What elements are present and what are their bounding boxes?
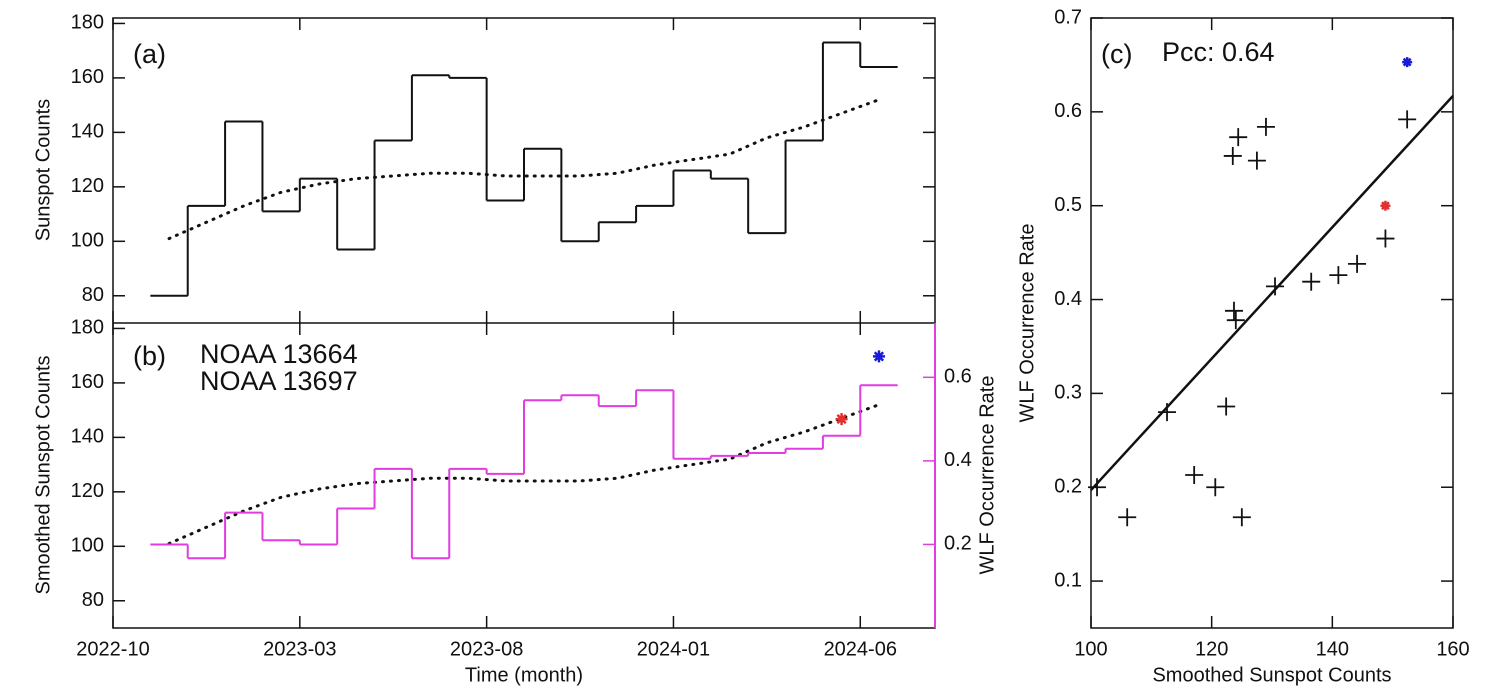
step-riser [186, 42, 862, 296]
event-marker [872, 350, 885, 363]
y-tick-label: 180 [71, 317, 104, 339]
x-tick-label: 120 [1195, 638, 1228, 660]
y-tick-label: 80 [82, 589, 104, 611]
y-tick-label: 0.3 [1054, 382, 1082, 404]
x-axis-label: Smoothed Sunspot Counts [1152, 664, 1391, 686]
scatter-point [1329, 266, 1348, 285]
y-tick-label: 0.4 [1054, 288, 1082, 310]
y-tick-label: 0.2 [1054, 476, 1082, 498]
scatter-point [1158, 403, 1177, 422]
y-tick-label: 0.5 [1054, 194, 1082, 216]
x-tick-label: 100 [1074, 638, 1107, 660]
legend-entry: NOAA 13697 [200, 366, 358, 396]
y-tick-label: 120 [71, 480, 104, 502]
scatter-point [1247, 151, 1266, 170]
y-tick-label: 160 [71, 371, 104, 393]
y2-tick-label: 0.4 [944, 449, 972, 471]
scatter-point [1223, 146, 1242, 165]
scatter-point [1206, 478, 1225, 497]
panel-label: (a) [133, 39, 166, 69]
y-tick-label: 80 [82, 284, 104, 306]
scatter-point [1229, 128, 1248, 147]
annotation: Pcc: 0.64 [1162, 37, 1275, 67]
panel-label: (b) [133, 341, 166, 371]
scatter-point [1118, 508, 1137, 527]
scatter-point [1380, 200, 1391, 211]
smoothed-line [167, 403, 881, 546]
scatter-point [1398, 110, 1417, 129]
y-tick-label: 0.7 [1054, 6, 1082, 28]
scatter-point [1302, 272, 1321, 291]
x-tick-label: 140 [1316, 638, 1349, 660]
x-tick-label: 2022-10 [76, 638, 149, 660]
y-tick-label: 100 [71, 230, 104, 252]
y2-tick-label: 0.2 [944, 533, 972, 555]
scatter-point [1232, 508, 1251, 527]
y-axis-label: WLF Occurrence Rate [1016, 224, 1038, 423]
y-tick-label: 0.6 [1054, 100, 1082, 122]
legend-entry: NOAA 13664 [200, 339, 358, 369]
y-axis-label: Sunspot Counts [32, 99, 54, 241]
y-tick-label: 140 [71, 121, 104, 143]
x-tick-label: 2024-01 [637, 638, 710, 660]
scatter-point [1185, 466, 1204, 485]
scatter-point [1348, 254, 1367, 273]
x-tick-label: 2023-08 [450, 638, 523, 660]
scatter-point [1402, 57, 1413, 68]
y-tick-label: 120 [71, 175, 104, 197]
panel-c-frame [1090, 17, 1454, 629]
x-tick-label: 160 [1436, 638, 1469, 660]
scatter-point [1088, 478, 1107, 497]
panel-label: (c) [1101, 39, 1132, 69]
scatter-point [1226, 311, 1245, 330]
scatter-point [1217, 397, 1236, 416]
y-tick-label: 100 [71, 535, 104, 557]
y-tick-label: 140 [71, 426, 104, 448]
x-axis-label: Time (month) [465, 664, 583, 686]
y2-tick-label: 0.6 [944, 366, 972, 388]
scatter-point [1266, 277, 1285, 296]
scatter-point [1256, 117, 1275, 136]
event-marker [835, 413, 848, 426]
step-riser [186, 385, 862, 559]
y-tick-label: 180 [71, 12, 104, 34]
y-tick-label: 160 [71, 66, 104, 88]
x-tick-label: 2023-03 [263, 638, 336, 660]
y-tick-label: 0.1 [1054, 569, 1082, 591]
scatter-point [1376, 229, 1395, 248]
y2-axis-label: WLF Occurrence Rate [976, 376, 998, 575]
fit-line [1090, 95, 1454, 491]
x-tick-label: 2024-06 [824, 638, 897, 660]
scatter-point [1224, 301, 1243, 320]
y-axis-label: Smoothed Sunspot Counts [32, 355, 54, 594]
smoothed-line [167, 98, 881, 241]
